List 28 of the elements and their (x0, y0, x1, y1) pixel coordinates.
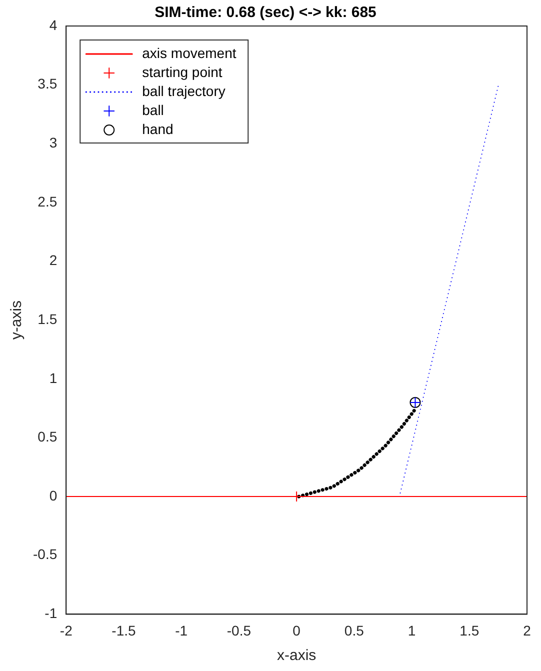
x-tick-label: 2 (523, 622, 532, 638)
x-tick-label: -1.5 (112, 622, 136, 638)
legend-label: ball (142, 102, 164, 118)
x-tick-label: 1 (408, 622, 416, 638)
y-tick-label: 1 (49, 370, 58, 386)
y-axis-title: y-axis (8, 300, 26, 340)
x-tick-label: 0.5 (344, 622, 364, 638)
legend-label: starting point (142, 64, 222, 80)
y-tick-label: 3.5 (38, 76, 58, 92)
legend-label: ball trajectory (142, 82, 226, 99)
x-tick-label: -1 (175, 622, 188, 638)
y-tick-label: 4 (49, 16, 58, 33)
x-tick-label: 0 (292, 622, 301, 638)
chart-title: SIM-time: 0.68 (sec) <-> kk: 685 (154, 4, 376, 22)
legend-label: hand (142, 120, 174, 137)
y-tick-label: 0.5 (38, 428, 58, 445)
y-tick-label: 0 (49, 487, 58, 504)
y-tick-label: -1 (44, 605, 58, 622)
y-tick-label: 3 (49, 134, 58, 150)
legend-label: axis movement (142, 44, 236, 61)
x-axis-title: x-axis (276, 647, 316, 664)
y-tick-label: -0.5 (33, 546, 58, 562)
x-tick-label: -2 (60, 622, 73, 638)
x-tick-label: 1.5 (460, 622, 480, 638)
y-tick-label: 2.5 (38, 193, 58, 210)
y-tick-label: 2 (49, 252, 58, 268)
x-tick-label: -0.5 (226, 622, 252, 638)
y-tick-label: 1.5 (38, 310, 58, 327)
